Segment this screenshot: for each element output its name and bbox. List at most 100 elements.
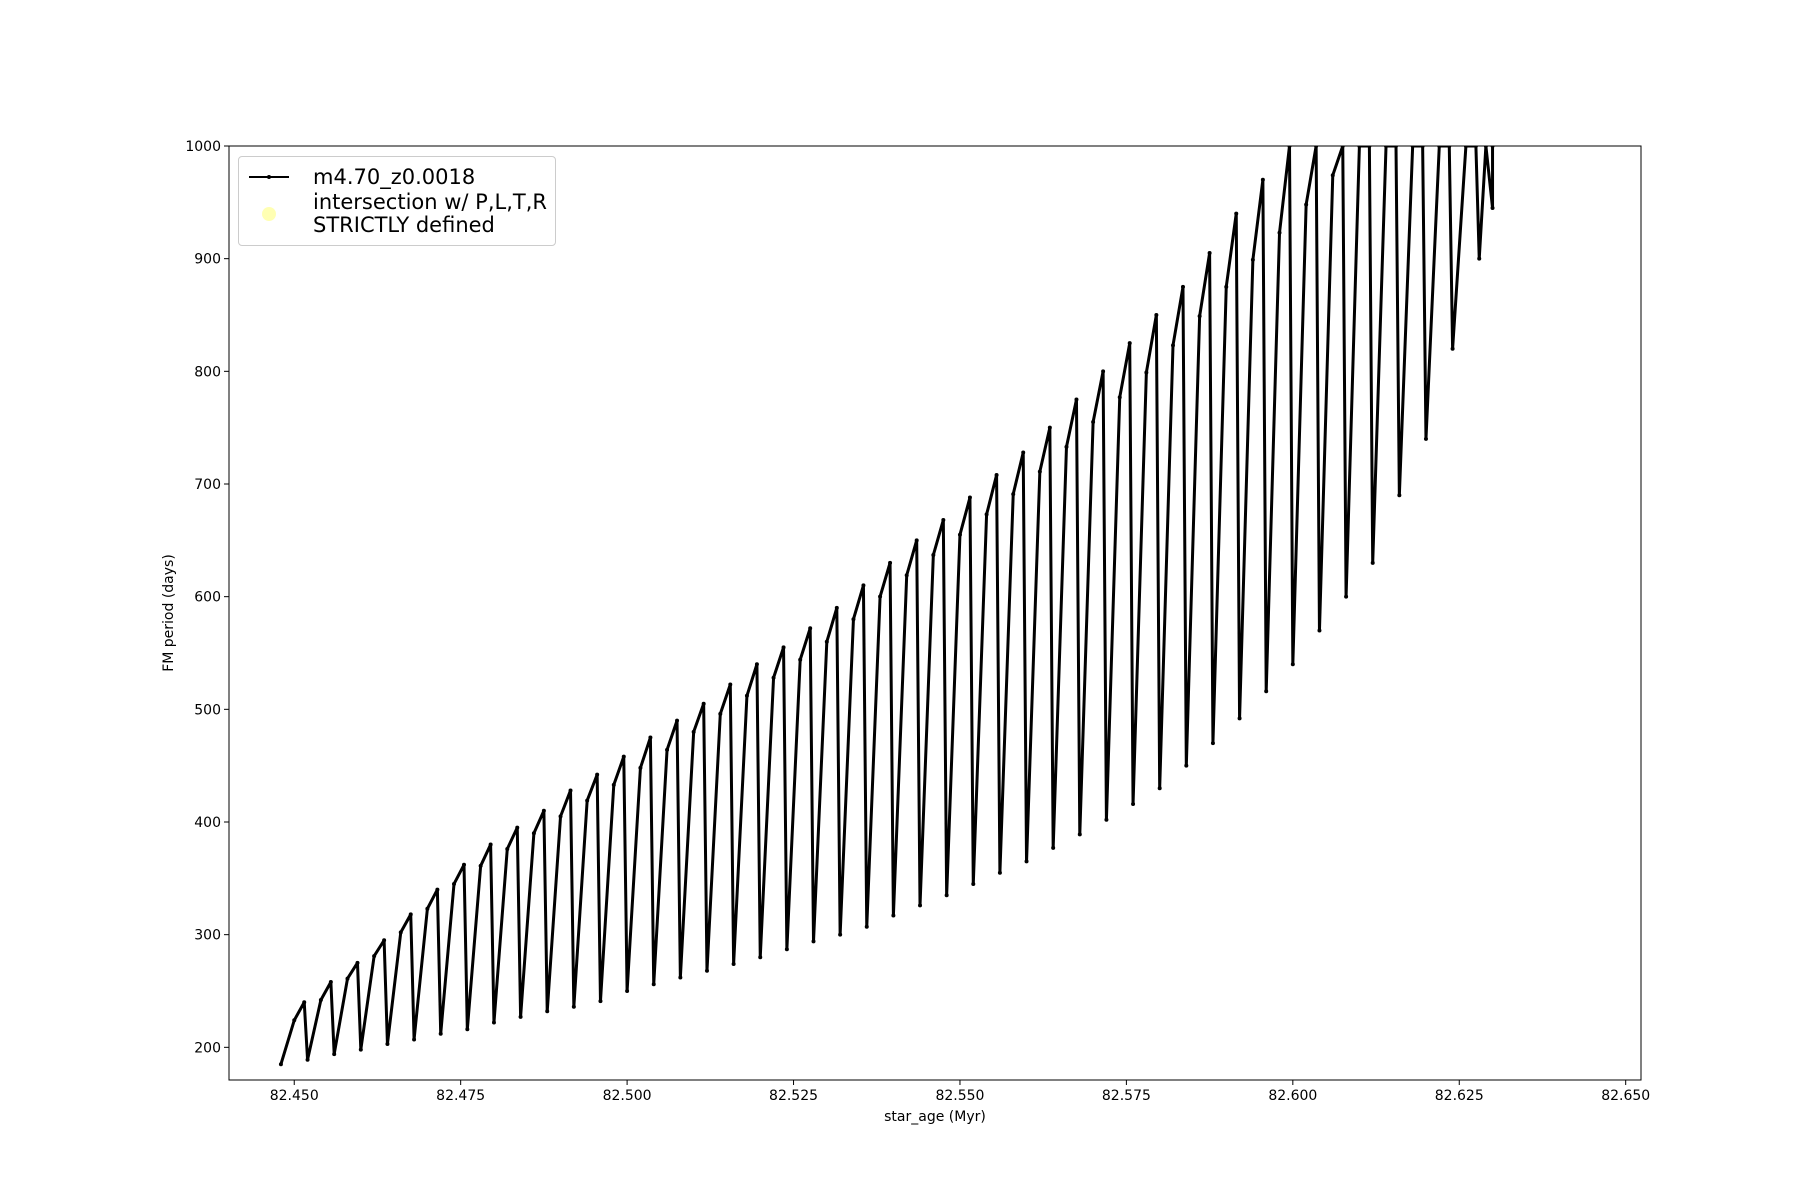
series-marker — [318, 998, 323, 1003]
series-marker — [1437, 146, 1442, 148]
series-marker — [771, 675, 776, 680]
legend-marker — [262, 207, 276, 221]
series-marker — [728, 682, 733, 687]
series-marker — [701, 701, 706, 706]
series-marker — [385, 1041, 390, 1046]
series-marker — [302, 1000, 307, 1005]
x-tick-label: 82.525 — [769, 1088, 818, 1104]
series-marker — [718, 711, 723, 716]
series-marker — [1367, 146, 1372, 148]
x-tick-label: 82.575 — [1102, 1088, 1151, 1104]
series-marker — [435, 887, 440, 892]
series-marker — [1047, 425, 1052, 430]
x-tick-label: 82.550 — [935, 1088, 984, 1104]
series-marker — [824, 639, 829, 644]
series-marker — [1051, 845, 1056, 850]
series-line — [279, 146, 1495, 1065]
series-marker — [372, 954, 377, 959]
legend-key — [262, 207, 276, 221]
series-marker — [1410, 146, 1415, 148]
series-marker — [1127, 341, 1132, 346]
series-marker — [568, 788, 573, 793]
series-marker — [781, 645, 786, 650]
y-tick-label: 400 — [194, 815, 221, 831]
series-marker — [1423, 436, 1428, 441]
y-tick-label: 600 — [194, 590, 221, 606]
series-marker — [808, 626, 813, 631]
series-marker — [515, 825, 520, 830]
legend-marker — [267, 175, 271, 179]
y-tick-label: 900 — [194, 252, 221, 268]
x-tick-label: 82.475 — [436, 1088, 485, 1104]
series-marker — [1370, 560, 1375, 565]
y-tick-label: 800 — [194, 364, 221, 380]
series-marker — [611, 782, 616, 787]
series-marker — [914, 538, 919, 543]
series-marker — [888, 560, 893, 565]
legend-entry: intersection w/ P,L,T,R STRICTLY defined — [247, 191, 547, 237]
series-marker — [278, 1062, 283, 1067]
series-marker — [1131, 801, 1136, 806]
series-marker — [1037, 469, 1042, 474]
series-marker — [904, 573, 909, 578]
series-marker — [505, 847, 510, 852]
y-axis-label: FM period (days) — [161, 554, 177, 672]
series-marker — [864, 924, 869, 929]
x-tick-label: 82.625 — [1435, 1088, 1484, 1104]
series-marker — [382, 938, 387, 943]
series-marker — [1197, 314, 1202, 319]
y-tick-label: 1000 — [185, 139, 221, 155]
series-marker — [1184, 763, 1189, 768]
series-marker — [878, 594, 883, 599]
x-tick-label: 82.450 — [270, 1088, 319, 1104]
y-tick-label: 700 — [194, 477, 221, 493]
series-marker — [1317, 628, 1322, 633]
series-marker — [891, 913, 896, 918]
series-marker — [408, 912, 413, 917]
series-marker — [1104, 817, 1109, 822]
series-marker — [625, 988, 630, 993]
series-marker — [758, 955, 763, 960]
series-marker — [1180, 284, 1185, 289]
series-marker — [531, 831, 536, 836]
series-marker — [1490, 205, 1495, 210]
series-marker — [1260, 177, 1265, 182]
series-marker — [744, 693, 749, 698]
series-marker — [1264, 689, 1269, 694]
series-marker — [518, 1014, 523, 1019]
series-marker — [1091, 420, 1096, 425]
series-marker — [412, 1037, 417, 1042]
series-marker — [1330, 173, 1335, 178]
legend: m4.70_z0.0018 intersection w/ P,L,T,R STR… — [238, 156, 556, 246]
legend-key — [249, 175, 289, 179]
series-marker — [665, 747, 670, 752]
x-tick-label: 82.650 — [1601, 1088, 1650, 1104]
series-marker — [292, 1018, 297, 1023]
series-marker — [1473, 146, 1478, 148]
series-marker — [1483, 146, 1488, 148]
series-marker — [957, 532, 962, 537]
legend-label: m4.70_z0.0018 — [313, 164, 476, 189]
series-marker — [1450, 346, 1455, 351]
series-marker — [941, 518, 946, 523]
series-marker — [1207, 251, 1212, 256]
series-marker — [984, 512, 989, 517]
series-marker — [585, 798, 590, 803]
series-marker — [1224, 284, 1229, 289]
series-marker — [1144, 370, 1149, 375]
series-marker — [1157, 786, 1162, 791]
series-marker — [1101, 369, 1106, 374]
series-marker — [332, 1052, 337, 1057]
series-marker — [675, 718, 680, 723]
series-marker — [651, 982, 656, 987]
series-marker — [1290, 662, 1295, 667]
series-marker — [1170, 343, 1175, 348]
series-marker — [1314, 146, 1319, 148]
series-marker — [1077, 832, 1082, 837]
series-marker — [754, 662, 759, 667]
series-marker — [834, 605, 839, 610]
series-marker — [621, 754, 626, 759]
series-marker — [1064, 444, 1069, 449]
